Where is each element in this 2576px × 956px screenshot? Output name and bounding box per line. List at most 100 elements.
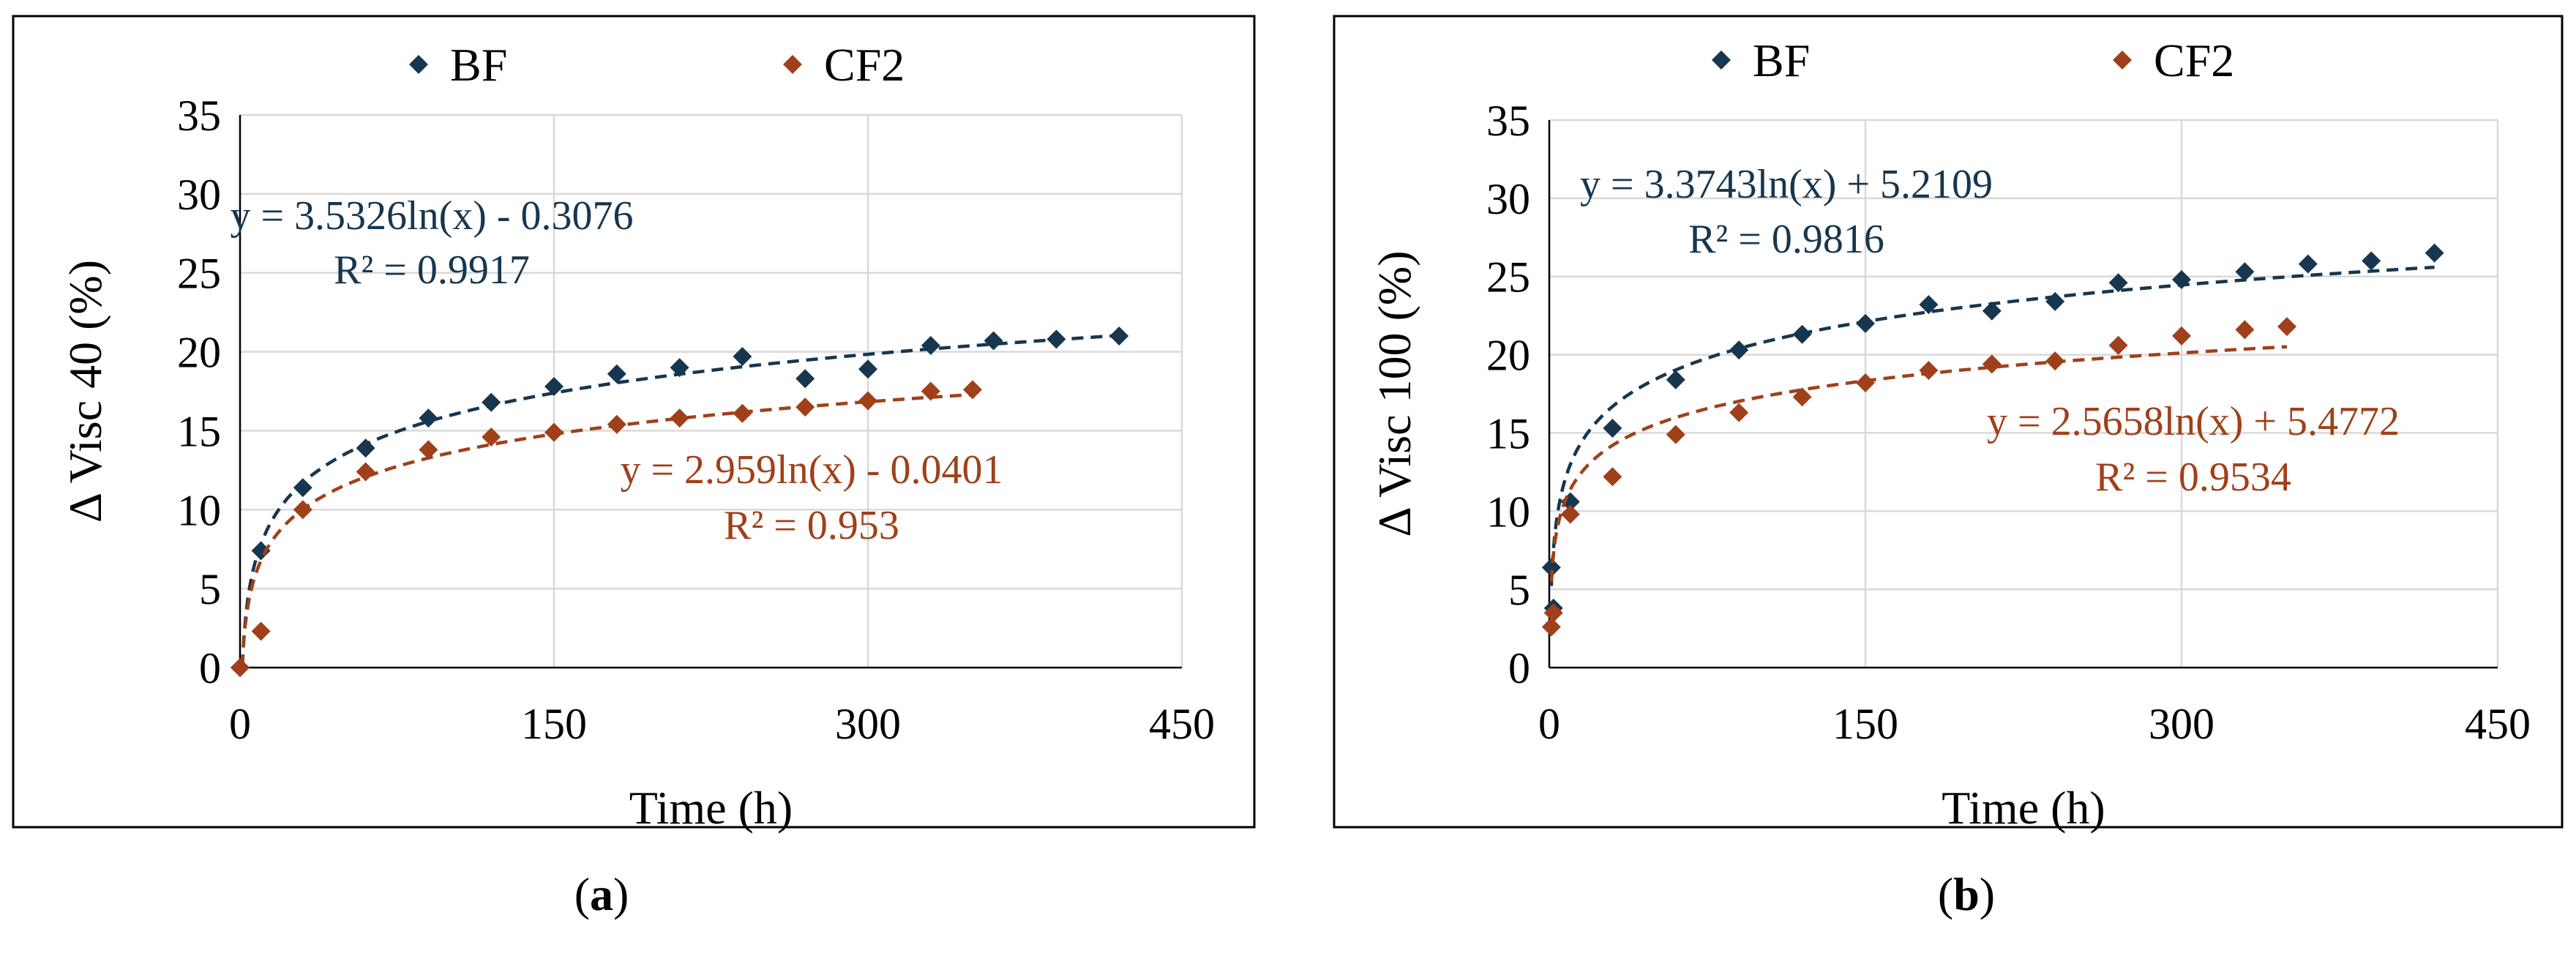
data-point-bf (544, 377, 564, 397)
chart-panel-b: 0 5 10 15 20 25 30 35 0 150 300 450 Time (h) Δ Visc 1… (1333, 15, 2564, 834)
legend-marker-bf (409, 55, 428, 74)
data-point-cf2 (231, 658, 250, 677)
y-tick-label: 5 (199, 565, 221, 613)
data-point-cf2 (858, 391, 877, 411)
data-point-cf2 (356, 462, 375, 482)
chart-panel-a: 0 5 10 15 20 25 30 35 0 150 300 450 Time (h) Δ Visc 4… (12, 15, 1256, 834)
data-point-bf (293, 478, 312, 498)
data-point-cf2 (670, 408, 689, 428)
trend-r-squared: R² = 0.9816 (1688, 217, 1884, 262)
x-tick-label: 0 (229, 700, 251, 748)
data-point-cf2 (1543, 603, 1563, 623)
data-point-cf2 (963, 380, 982, 400)
y-tick-label: 25 (177, 250, 221, 298)
x-tick-label: 300 (2149, 700, 2214, 748)
y-tick-label: 30 (1486, 175, 1530, 223)
legend-marker-bf (1712, 51, 1731, 70)
y-tick-label: 10 (177, 486, 221, 534)
data-point-bf (858, 359, 877, 379)
data-point-cf2 (1729, 403, 1749, 422)
data-point-bf (2235, 262, 2255, 282)
panel-a-caption: (a) (574, 868, 629, 920)
trend-equation: y = 2.5658ln(x) + 5.4772 (1987, 399, 2400, 444)
x-tick-label: 450 (1149, 700, 1215, 748)
data-point-bf (2362, 251, 2381, 271)
data-point-cf2 (2277, 317, 2296, 337)
data-point-bf (921, 335, 940, 355)
data-point-bf (2045, 291, 2065, 311)
data-point-bf (2425, 243, 2444, 263)
data-point-cf2 (1541, 617, 1561, 637)
data-point-bf (607, 364, 626, 384)
x-axis-title: Time (h) (629, 782, 793, 834)
data-point-cf2 (1792, 387, 1812, 407)
data-point-cf2 (251, 621, 271, 641)
trend-equation: y = 3.3743ln(x) + 5.2109 (1580, 162, 1993, 207)
y-tick-label: 5 (1508, 566, 1530, 614)
data-point-bf (1603, 419, 1622, 438)
x-tick-label: 450 (2465, 700, 2531, 748)
data-point-cf2 (2108, 335, 2128, 355)
data-point-cf2 (2045, 351, 2065, 371)
x-tick-label: 150 (521, 700, 587, 748)
data-point-cf2 (2172, 326, 2191, 346)
data-point-bf (419, 408, 438, 428)
y-tick-label: 0 (199, 644, 221, 692)
data-point-cf2 (1919, 360, 1939, 380)
data-point-bf (1792, 324, 1812, 344)
data-point-cf2 (2235, 320, 2255, 340)
legend-marker-cf2 (2113, 51, 2132, 70)
data-point-cf2 (921, 381, 940, 401)
data-point-bf (1856, 313, 1875, 333)
trend-r-squared: R² = 0.9917 (334, 247, 530, 293)
data-point-bf (2172, 269, 2191, 289)
y-tick-label: 15 (177, 407, 221, 455)
trend-r-squared: R² = 0.953 (724, 503, 899, 548)
data-point-cf2 (482, 427, 501, 447)
data-point-cf2 (1856, 373, 1875, 393)
data-point-cf2 (795, 397, 815, 417)
data-point-bf (1046, 329, 1066, 349)
trend-equation: y = 3.5326ln(x) - 0.3076 (230, 193, 633, 239)
data-point-cf2 (1603, 467, 1622, 487)
data-point-cf2 (544, 422, 564, 442)
data-point-cf2 (607, 414, 626, 434)
data-point-bf (670, 358, 689, 378)
data-point-cf2 (1982, 354, 2002, 374)
data-point-bf (1666, 370, 1685, 389)
trend-equation: y = 2.959ln(x) - 0.0401 (620, 447, 1003, 493)
legend-marker-cf2 (783, 55, 802, 74)
y-tick-label: 20 (177, 329, 221, 377)
chart-frame (12, 15, 1256, 829)
y-tick-label: 35 (177, 92, 221, 140)
data-point-bf (251, 541, 271, 561)
y-tick-label: 25 (1486, 253, 1530, 302)
trendline-cf2 (240, 392, 973, 667)
y-tick-label: 15 (1486, 409, 1530, 458)
y-tick-label: 35 (1486, 97, 1530, 145)
data-point-bf (984, 331, 1003, 351)
data-point-bf (1729, 340, 1749, 360)
y-tick-label: 20 (1486, 332, 1530, 380)
chart-frame (1333, 15, 2564, 829)
data-point-bf (1109, 326, 1129, 346)
y-axis-title: Δ Visc 40 (%) (59, 260, 111, 523)
data-point-bf (2108, 273, 2128, 293)
data-point-bf (795, 369, 815, 389)
trendline-cf2 (1549, 345, 2288, 583)
data-point-bf (1541, 558, 1561, 578)
data-point-cf2 (1666, 425, 1685, 444)
data-point-cf2 (1560, 504, 1580, 524)
data-point-cf2 (293, 500, 312, 520)
x-tick-label: 150 (1832, 700, 1898, 748)
y-tick-label: 0 (1508, 644, 1530, 692)
data-point-cf2 (419, 440, 438, 460)
legend-label-cf2: CF2 (824, 39, 905, 91)
data-point-bf (1982, 301, 2002, 321)
legend-label-bf: BF (1753, 34, 1810, 86)
x-axis-title: Time (h) (1942, 782, 2105, 834)
y-axis-title: Δ Visc 100 (%) (1368, 250, 1420, 537)
trendline-bf (240, 334, 1120, 667)
data-point-bf (356, 438, 375, 458)
